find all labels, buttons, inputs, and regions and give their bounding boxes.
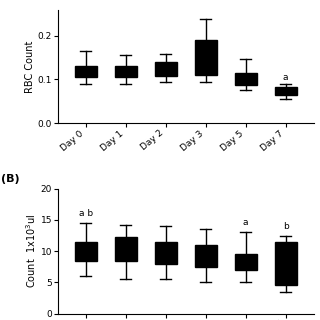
PathPatch shape — [275, 87, 297, 95]
Text: a: a — [283, 73, 288, 82]
PathPatch shape — [235, 254, 257, 270]
PathPatch shape — [75, 66, 97, 77]
Text: a b: a b — [78, 209, 93, 218]
Text: (B): (B) — [1, 174, 20, 184]
PathPatch shape — [155, 62, 177, 76]
Y-axis label: Count  1x10$^{3}$ul: Count 1x10$^{3}$ul — [24, 214, 38, 288]
PathPatch shape — [155, 242, 177, 264]
Y-axis label: RBC Count: RBC Count — [25, 40, 35, 92]
Text: b: b — [283, 221, 288, 230]
PathPatch shape — [115, 237, 137, 260]
PathPatch shape — [275, 242, 297, 285]
PathPatch shape — [235, 73, 257, 85]
PathPatch shape — [195, 245, 217, 267]
PathPatch shape — [75, 242, 97, 260]
Text: a: a — [243, 219, 248, 228]
PathPatch shape — [115, 66, 137, 77]
PathPatch shape — [195, 40, 217, 75]
